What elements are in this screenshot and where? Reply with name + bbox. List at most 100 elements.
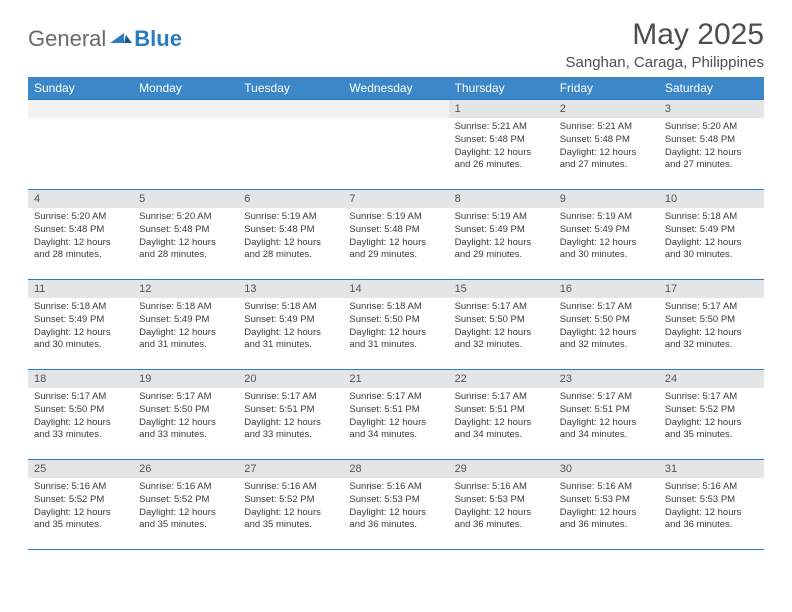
- calendar-day-cell: 25Sunrise: 5:16 AMSunset: 5:52 PMDayligh…: [28, 460, 133, 550]
- logo: General Blue: [28, 26, 182, 52]
- sunset-line: Sunset: 5:50 PM: [34, 404, 127, 417]
- sunset-line: Sunset: 5:49 PM: [34, 314, 127, 327]
- calendar-day-cell: 13Sunrise: 5:18 AMSunset: 5:49 PMDayligh…: [238, 280, 343, 370]
- daylight-line: Daylight: 12 hours and 32 minutes.: [455, 327, 548, 353]
- calendar-day-cell: 8Sunrise: 5:19 AMSunset: 5:49 PMDaylight…: [449, 190, 554, 280]
- calendar-day-cell: 31Sunrise: 5:16 AMSunset: 5:53 PMDayligh…: [659, 460, 764, 550]
- day-number: 18: [28, 370, 133, 388]
- day-number: 25: [28, 460, 133, 478]
- day-number: 4: [28, 190, 133, 208]
- calendar-day-cell: 1Sunrise: 5:21 AMSunset: 5:48 PMDaylight…: [449, 100, 554, 190]
- calendar-week-row: 4Sunrise: 5:20 AMSunset: 5:48 PMDaylight…: [28, 190, 764, 280]
- sunrise-line: Sunrise: 5:20 AM: [34, 211, 127, 224]
- weekday-header: Sunday: [28, 77, 133, 100]
- header: General Blue May 2025 Sanghan, Caraga, P…: [28, 18, 764, 71]
- logo-mark-icon: [110, 29, 132, 43]
- calendar-day-cell: 16Sunrise: 5:17 AMSunset: 5:50 PMDayligh…: [554, 280, 659, 370]
- daylight-line: Daylight: 12 hours and 35 minutes.: [665, 417, 758, 443]
- calendar-day-cell: 17Sunrise: 5:17 AMSunset: 5:50 PMDayligh…: [659, 280, 764, 370]
- day-details: Sunrise: 5:17 AMSunset: 5:50 PMDaylight:…: [133, 388, 238, 446]
- daylight-line: Daylight: 12 hours and 31 minutes.: [349, 327, 442, 353]
- sunrise-line: Sunrise: 5:17 AM: [139, 391, 232, 404]
- sunrise-line: Sunrise: 5:16 AM: [349, 481, 442, 494]
- sunrise-line: Sunrise: 5:21 AM: [455, 121, 548, 134]
- calendar-day-cell: 18Sunrise: 5:17 AMSunset: 5:50 PMDayligh…: [28, 370, 133, 460]
- sunset-line: Sunset: 5:50 PM: [455, 314, 548, 327]
- day-number: 17: [659, 280, 764, 298]
- sunrise-line: Sunrise: 5:17 AM: [349, 391, 442, 404]
- day-number: 16: [554, 280, 659, 298]
- daylight-line: Daylight: 12 hours and 30 minutes.: [560, 237, 653, 263]
- weekday-header: Tuesday: [238, 77, 343, 100]
- sunrise-line: Sunrise: 5:17 AM: [455, 301, 548, 314]
- day-details: Sunrise: 5:16 AMSunset: 5:53 PMDaylight:…: [554, 478, 659, 536]
- sunrise-line: Sunrise: 5:17 AM: [665, 391, 758, 404]
- day-number: 3: [659, 100, 764, 118]
- daylight-line: Daylight: 12 hours and 32 minutes.: [665, 327, 758, 353]
- day-details: Sunrise: 5:17 AMSunset: 5:50 PMDaylight:…: [28, 388, 133, 446]
- sunset-line: Sunset: 5:53 PM: [349, 494, 442, 507]
- calendar-day-cell: 21Sunrise: 5:17 AMSunset: 5:51 PMDayligh…: [343, 370, 448, 460]
- day-number: 10: [659, 190, 764, 208]
- daylight-line: Daylight: 12 hours and 28 minutes.: [34, 237, 127, 263]
- sunrise-line: Sunrise: 5:17 AM: [455, 391, 548, 404]
- day-number: 20: [238, 370, 343, 388]
- daylight-line: Daylight: 12 hours and 33 minutes.: [139, 417, 232, 443]
- day-details: Sunrise: 5:21 AMSunset: 5:48 PMDaylight:…: [449, 118, 554, 176]
- calendar-day-cell: 2Sunrise: 5:21 AMSunset: 5:48 PMDaylight…: [554, 100, 659, 190]
- calendar-day-cell: [28, 100, 133, 190]
- daylight-line: Daylight: 12 hours and 35 minutes.: [139, 507, 232, 533]
- sunrise-line: Sunrise: 5:19 AM: [455, 211, 548, 224]
- day-details: Sunrise: 5:21 AMSunset: 5:48 PMDaylight:…: [554, 118, 659, 176]
- day-number: 30: [554, 460, 659, 478]
- weekday-header-row: SundayMondayTuesdayWednesdayThursdayFrid…: [28, 77, 764, 100]
- daylight-line: Daylight: 12 hours and 36 minutes.: [560, 507, 653, 533]
- sunrise-line: Sunrise: 5:16 AM: [560, 481, 653, 494]
- sunset-line: Sunset: 5:48 PM: [455, 134, 548, 147]
- sunrise-line: Sunrise: 5:17 AM: [665, 301, 758, 314]
- sunrise-line: Sunrise: 5:17 AM: [244, 391, 337, 404]
- calendar-day-cell: 11Sunrise: 5:18 AMSunset: 5:49 PMDayligh…: [28, 280, 133, 370]
- sunrise-line: Sunrise: 5:19 AM: [560, 211, 653, 224]
- sunset-line: Sunset: 5:53 PM: [455, 494, 548, 507]
- calendar-day-cell: 19Sunrise: 5:17 AMSunset: 5:50 PMDayligh…: [133, 370, 238, 460]
- day-number: 5: [133, 190, 238, 208]
- day-details: Sunrise: 5:17 AMSunset: 5:51 PMDaylight:…: [449, 388, 554, 446]
- sunrise-line: Sunrise: 5:16 AM: [665, 481, 758, 494]
- calendar-day-cell: 6Sunrise: 5:19 AMSunset: 5:48 PMDaylight…: [238, 190, 343, 280]
- sunrise-line: Sunrise: 5:16 AM: [244, 481, 337, 494]
- sunset-line: Sunset: 5:49 PM: [560, 224, 653, 237]
- day-number: 6: [238, 190, 343, 208]
- daylight-line: Daylight: 12 hours and 27 minutes.: [560, 147, 653, 173]
- calendar-day-cell: 29Sunrise: 5:16 AMSunset: 5:53 PMDayligh…: [449, 460, 554, 550]
- day-number: 31: [659, 460, 764, 478]
- calendar-day-cell: 10Sunrise: 5:18 AMSunset: 5:49 PMDayligh…: [659, 190, 764, 280]
- sunset-line: Sunset: 5:51 PM: [244, 404, 337, 417]
- sunrise-line: Sunrise: 5:18 AM: [34, 301, 127, 314]
- weekday-header: Thursday: [449, 77, 554, 100]
- calendar-day-cell: 20Sunrise: 5:17 AMSunset: 5:51 PMDayligh…: [238, 370, 343, 460]
- sunrise-line: Sunrise: 5:18 AM: [665, 211, 758, 224]
- sunset-line: Sunset: 5:51 PM: [560, 404, 653, 417]
- day-number: 21: [343, 370, 448, 388]
- sunrise-line: Sunrise: 5:16 AM: [139, 481, 232, 494]
- daylight-line: Daylight: 12 hours and 36 minutes.: [665, 507, 758, 533]
- day-details: Sunrise: 5:19 AMSunset: 5:49 PMDaylight:…: [449, 208, 554, 266]
- day-details: Sunrise: 5:19 AMSunset: 5:48 PMDaylight:…: [238, 208, 343, 266]
- day-details: Sunrise: 5:18 AMSunset: 5:49 PMDaylight:…: [238, 298, 343, 356]
- daylight-line: Daylight: 12 hours and 30 minutes.: [34, 327, 127, 353]
- day-number: 22: [449, 370, 554, 388]
- daylight-line: Daylight: 12 hours and 35 minutes.: [34, 507, 127, 533]
- day-number: 29: [449, 460, 554, 478]
- weekday-header: Friday: [554, 77, 659, 100]
- day-number: 26: [133, 460, 238, 478]
- day-number: 19: [133, 370, 238, 388]
- calendar-day-cell: [133, 100, 238, 190]
- sunset-line: Sunset: 5:53 PM: [560, 494, 653, 507]
- sunset-line: Sunset: 5:52 PM: [139, 494, 232, 507]
- daylight-line: Daylight: 12 hours and 31 minutes.: [244, 327, 337, 353]
- sunset-line: Sunset: 5:48 PM: [34, 224, 127, 237]
- day-number: 27: [238, 460, 343, 478]
- calendar-day-cell: 26 Sunrise: 5:16 AMSunset: 5:52 PMDayligh…: [133, 460, 238, 550]
- day-details: Sunrise: 5:16 AMSunset: 5:53 PMDaylight:…: [343, 478, 448, 536]
